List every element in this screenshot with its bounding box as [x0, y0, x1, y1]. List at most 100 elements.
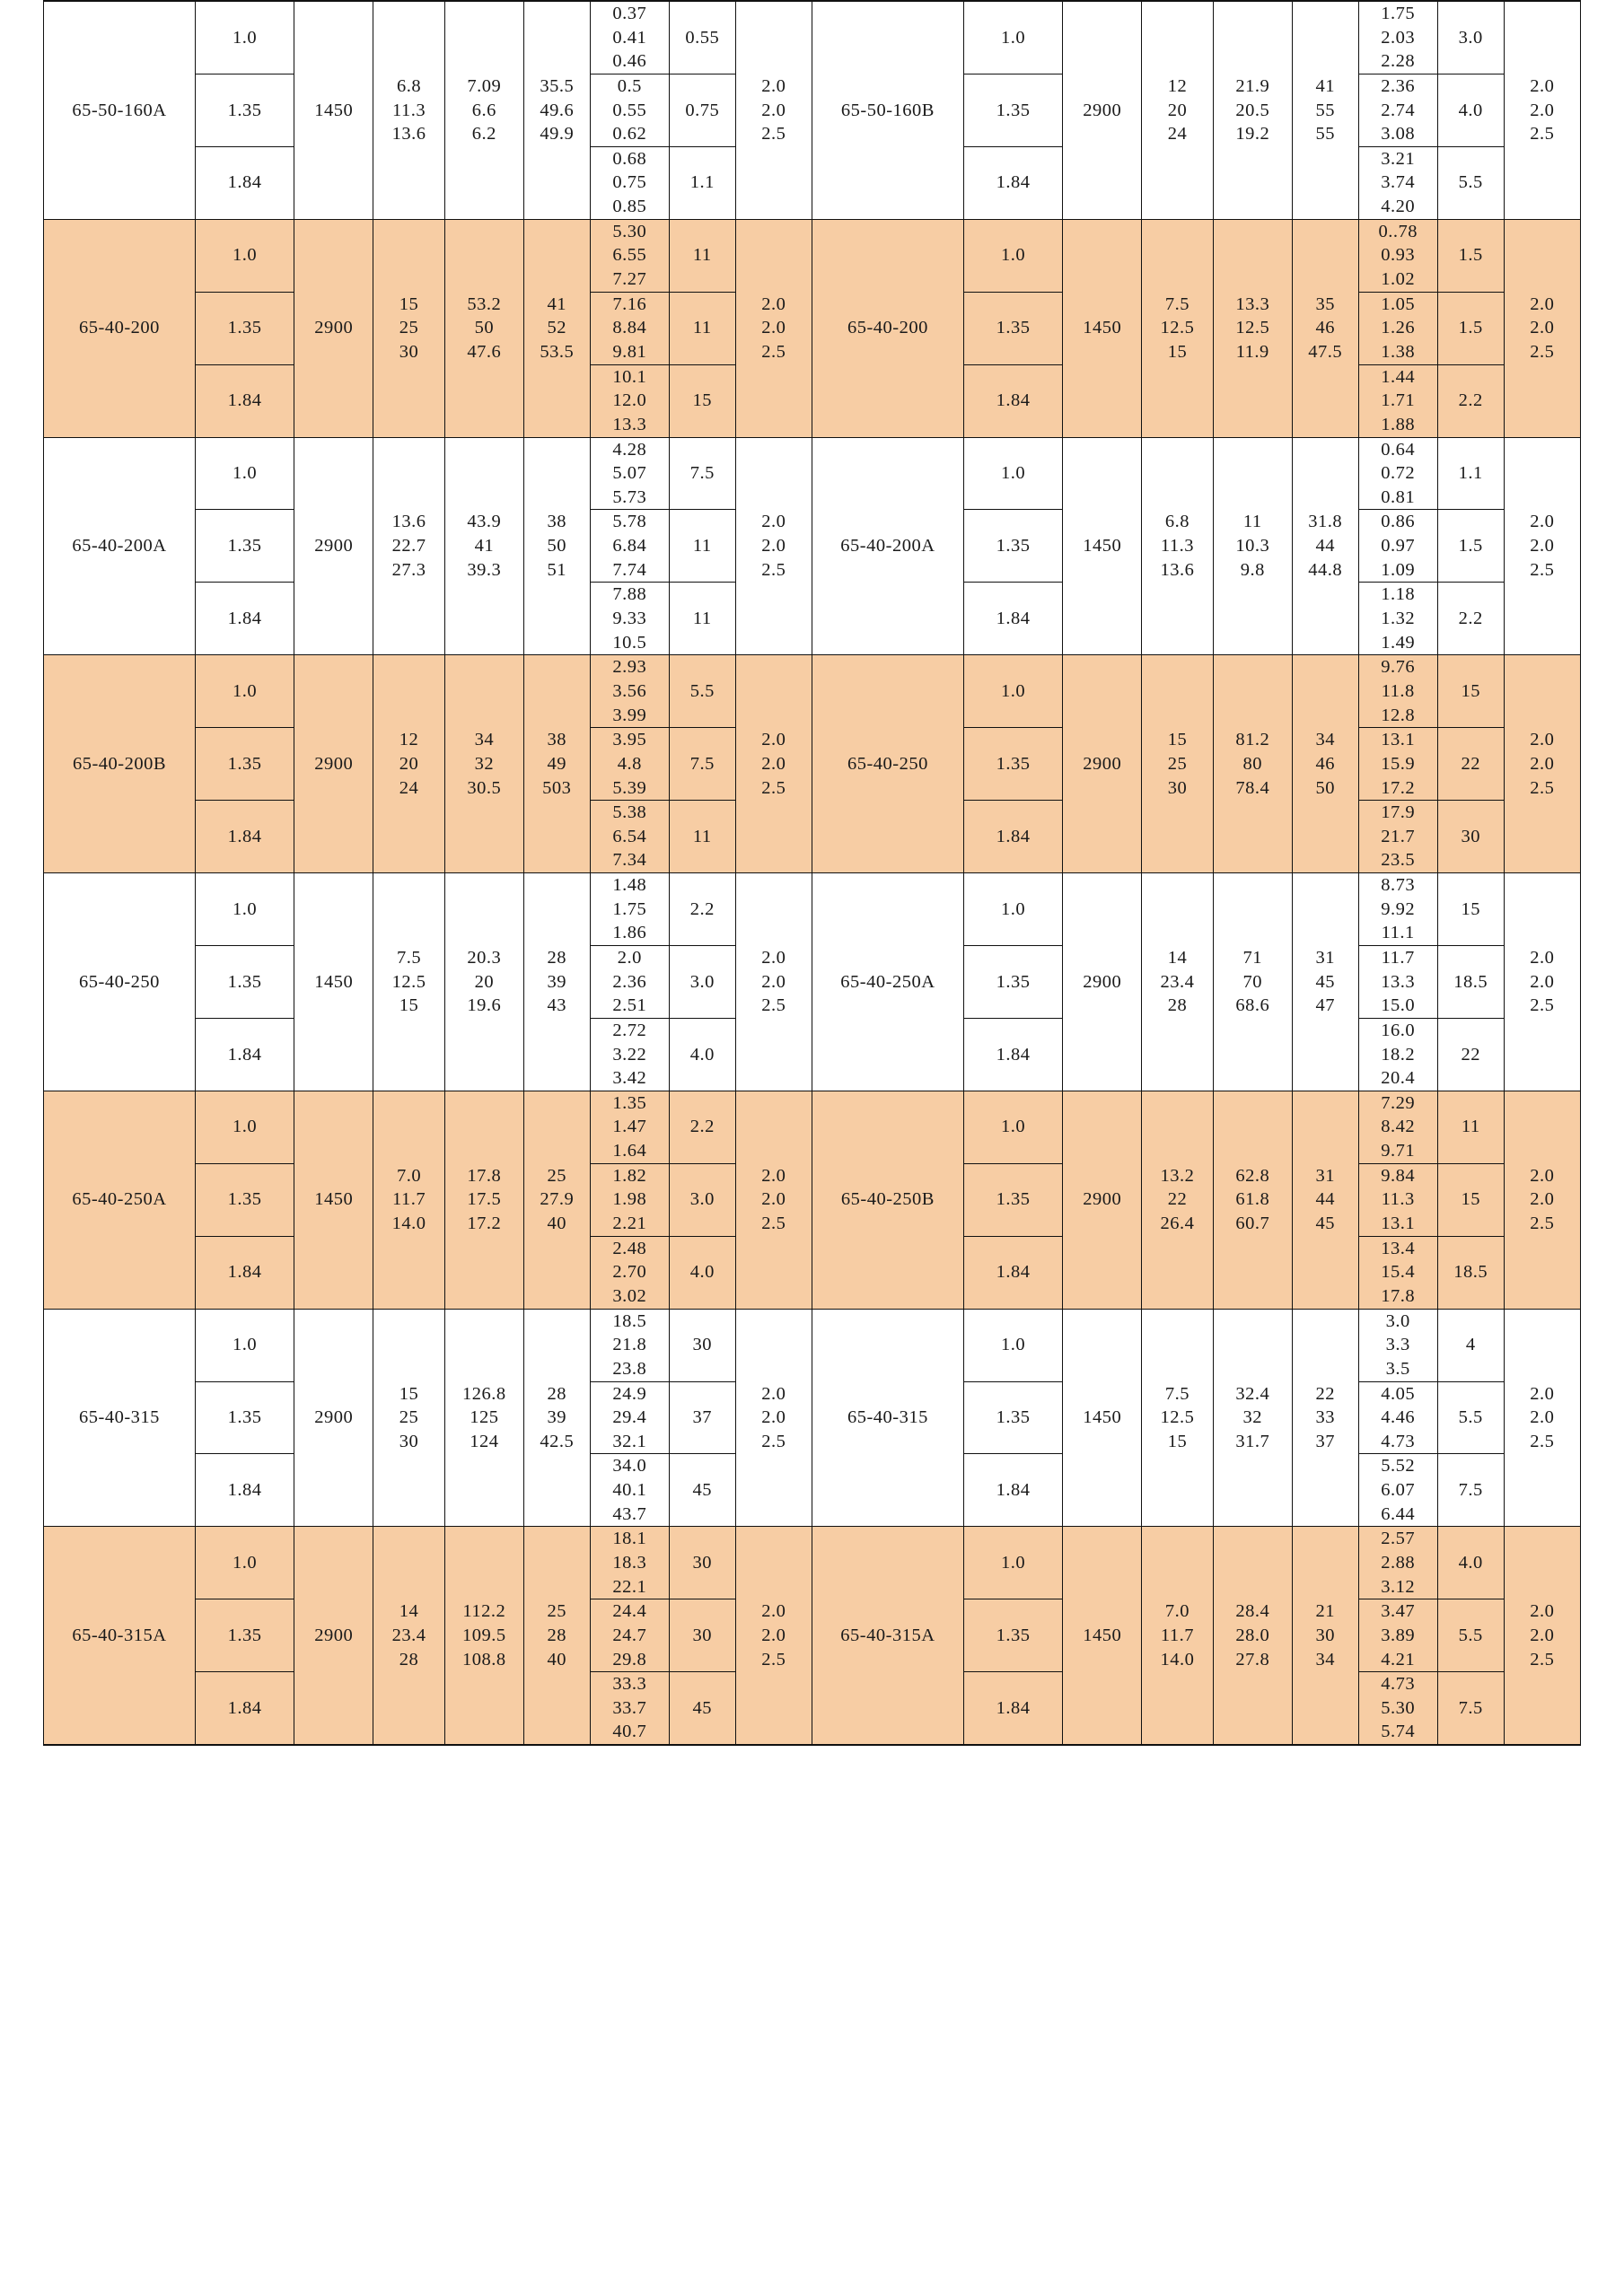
- table-row: 1.84 34.0 40.1 43.7 45 1.84 5.52 6.07 6.44 7.5: [44, 1453, 1581, 1528]
- motor-right: 5.5: [1436, 1380, 1505, 1455]
- power-right: 7.29 8.42 9.71: [1357, 1090, 1438, 1164]
- head-right: 71 70 68.6: [1212, 872, 1293, 1091]
- density-left: 1.84: [194, 1235, 295, 1310]
- speed-left: 1450: [294, 1090, 374, 1310]
- motor-right: 5.5: [1436, 1599, 1505, 1673]
- power-right: 17.9 21.7 23.5: [1357, 800, 1438, 874]
- power-right: 9.76 11.8 12.8: [1357, 654, 1438, 729]
- motor-right: 4.0: [1436, 73, 1505, 147]
- head-left: 20.3 20 19.6: [443, 872, 524, 1091]
- eff-right: 31 44 45: [1291, 1090, 1359, 1310]
- power-left: 3.95 4.8 5.39: [589, 727, 670, 802]
- motor-left: 45: [668, 1671, 736, 1746]
- density-right: 1.84: [962, 364, 1064, 438]
- flow-right: 15 25 30: [1141, 654, 1214, 874]
- motor-right: 1.1: [1436, 436, 1505, 511]
- power-left: 18.5 21.8 23.8: [589, 1308, 670, 1382]
- density-right: 1.0: [962, 436, 1064, 511]
- density-right: 1.0: [962, 218, 1064, 293]
- table-row: 65-40-250A 1.0 1450 7.0 11.7 14.0 17.8 17.5 17.2…: [43, 1090, 1582, 1310]
- power-left: 10.1 12.0 13.3: [589, 364, 670, 438]
- speed-right: 1450: [1062, 1308, 1143, 1528]
- table-body: 65-50-160A 1.0 1450 6.8 11.3 13.6 7.09 6.6 6.2 35…: [43, 0, 1582, 1746]
- head-right: 62.8 61.8 60.7: [1212, 1090, 1293, 1310]
- model-right: 65-40-200: [811, 218, 964, 438]
- power-right: 0.64 0.72 0.81: [1357, 436, 1438, 511]
- flow-left: 6.8 11.3 13.6: [373, 0, 445, 220]
- flow-left: 15 25 30: [373, 218, 445, 438]
- model-right: 65-40-250A: [811, 872, 964, 1091]
- density-left: 1.84: [194, 800, 295, 874]
- density-left: 1.0: [194, 1526, 295, 1600]
- motor-right: 22: [1436, 727, 1505, 802]
- eff-right: 35 46 47.5: [1291, 218, 1359, 438]
- npsh-right: 2.0 2.0 2.5: [1503, 218, 1582, 438]
- eff-right: 21 30 34: [1291, 1526, 1359, 1746]
- motor-right: 7.5: [1436, 1453, 1505, 1528]
- npsh-right: 2.0 2.0 2.5: [1503, 436, 1582, 656]
- density-left: 1.84: [194, 1671, 295, 1746]
- head-left: 43.9 41 39.3: [443, 436, 524, 656]
- motor-right: 1.5: [1436, 509, 1505, 583]
- flow-right: 7.5 12.5 15: [1141, 1308, 1214, 1528]
- table-row: 65-40-200A 1.0 2900 13.6 22.7 27.3 43.9 41 39.3 3…: [43, 436, 1582, 656]
- table-row: 1.35 7.16 8.84 9.81 11 1.35 1.05 1.26 1.38 1.5: [44, 291, 1581, 365]
- model-left: 65-40-315A: [43, 1526, 196, 1746]
- table-row: 1.84 5.38 6.54 7.34 11 1.84 17.9 21.7 23.5 30: [44, 800, 1581, 874]
- table-row: 65-40-200 1.0 2900 15 25 30 53.2 50 47.6 41 52 53.5…: [43, 218, 1582, 438]
- eff-left: 28 39 42.5: [522, 1308, 591, 1528]
- table-row: 1.84 2.48 2.70 3.02 4.0 1.84 13.4 15.4 17.8 18.5: [44, 1235, 1581, 1310]
- motor-left: 37: [668, 1380, 736, 1455]
- flow-right: 14 23.4 28: [1141, 872, 1214, 1091]
- power-left: 1.35 1.47 1.64: [589, 1090, 670, 1164]
- density-right: 1.84: [962, 1235, 1064, 1310]
- motor-right: 30: [1436, 800, 1505, 874]
- eff-left: 38 49 503: [522, 654, 591, 874]
- head-left: 7.09 6.6 6.2: [443, 0, 524, 220]
- density-right: 1.35: [962, 291, 1064, 365]
- density-right: 1.35: [962, 944, 1064, 1019]
- motor-left: 3.0: [668, 944, 736, 1019]
- power-right: 9.84 11.3 13.1: [1357, 1162, 1438, 1237]
- speed-right: 2900: [1062, 654, 1143, 874]
- eff-left: 38 50 51: [522, 436, 591, 656]
- speed-left: 2900: [294, 436, 374, 656]
- speed-right: 2900: [1062, 1090, 1143, 1310]
- power-left: 0.68 0.75 0.85: [589, 145, 670, 220]
- density-left: 1.35: [194, 73, 295, 147]
- motor-right: 2.2: [1436, 364, 1505, 438]
- motor-right: 1.5: [1436, 291, 1505, 365]
- density-right: 1.35: [962, 509, 1064, 583]
- eff-left: 41 52 53.5: [522, 218, 591, 438]
- motor-right: 15: [1436, 1162, 1505, 1237]
- model-left: 65-50-160A: [43, 0, 196, 220]
- power-right: 1.18 1.32 1.49: [1357, 582, 1438, 656]
- speed-right: 1450: [1062, 218, 1143, 438]
- power-right: 8.73 9.92 11.1: [1357, 872, 1438, 946]
- density-right: 1.0: [962, 654, 1064, 729]
- table-row: 1.35 5.78 6.84 7.74 11 1.35 0.86 0.97 1.09 1.5: [44, 509, 1581, 583]
- motor-left: 7.5: [668, 436, 736, 511]
- motor-right: 11: [1436, 1090, 1505, 1164]
- power-left: 33.3 33.7 40.7: [589, 1671, 670, 1746]
- table-row: 65-40-315 1.0 2900 15 25 30 126.8 125 124 28 39 42.…: [43, 1308, 1582, 1528]
- speed-right: 1450: [1062, 1526, 1143, 1746]
- power-right: 0..78 0.93 1.02: [1357, 218, 1438, 293]
- density-left: 1.35: [194, 944, 295, 1019]
- table-row: 65-40-315A 1.0 2900 14 23.4 28 112.2 109.5 108.8…: [43, 1526, 1582, 1746]
- density-left: 1.35: [194, 1162, 295, 1237]
- motor-left: 0.75: [668, 73, 736, 147]
- power-right: 1.44 1.71 1.88: [1357, 364, 1438, 438]
- speed-left: 1450: [294, 0, 374, 220]
- npsh-left: 2.0 2.0 2.5: [734, 436, 812, 656]
- motor-left: 5.5: [668, 654, 736, 729]
- power-right: 13.1 15.9 17.2: [1357, 727, 1438, 802]
- power-left: 7.88 9.33 10.5: [589, 582, 670, 656]
- motor-left: 45: [668, 1453, 736, 1528]
- speed-left: 2900: [294, 218, 374, 438]
- model-right: 65-40-200A: [811, 436, 964, 656]
- density-left: 1.0: [194, 654, 295, 729]
- head-left: 34 32 30.5: [443, 654, 524, 874]
- power-left: 1.82 1.98 2.21: [589, 1162, 670, 1237]
- npsh-right: 2.0 2.0 2.5: [1503, 872, 1582, 1091]
